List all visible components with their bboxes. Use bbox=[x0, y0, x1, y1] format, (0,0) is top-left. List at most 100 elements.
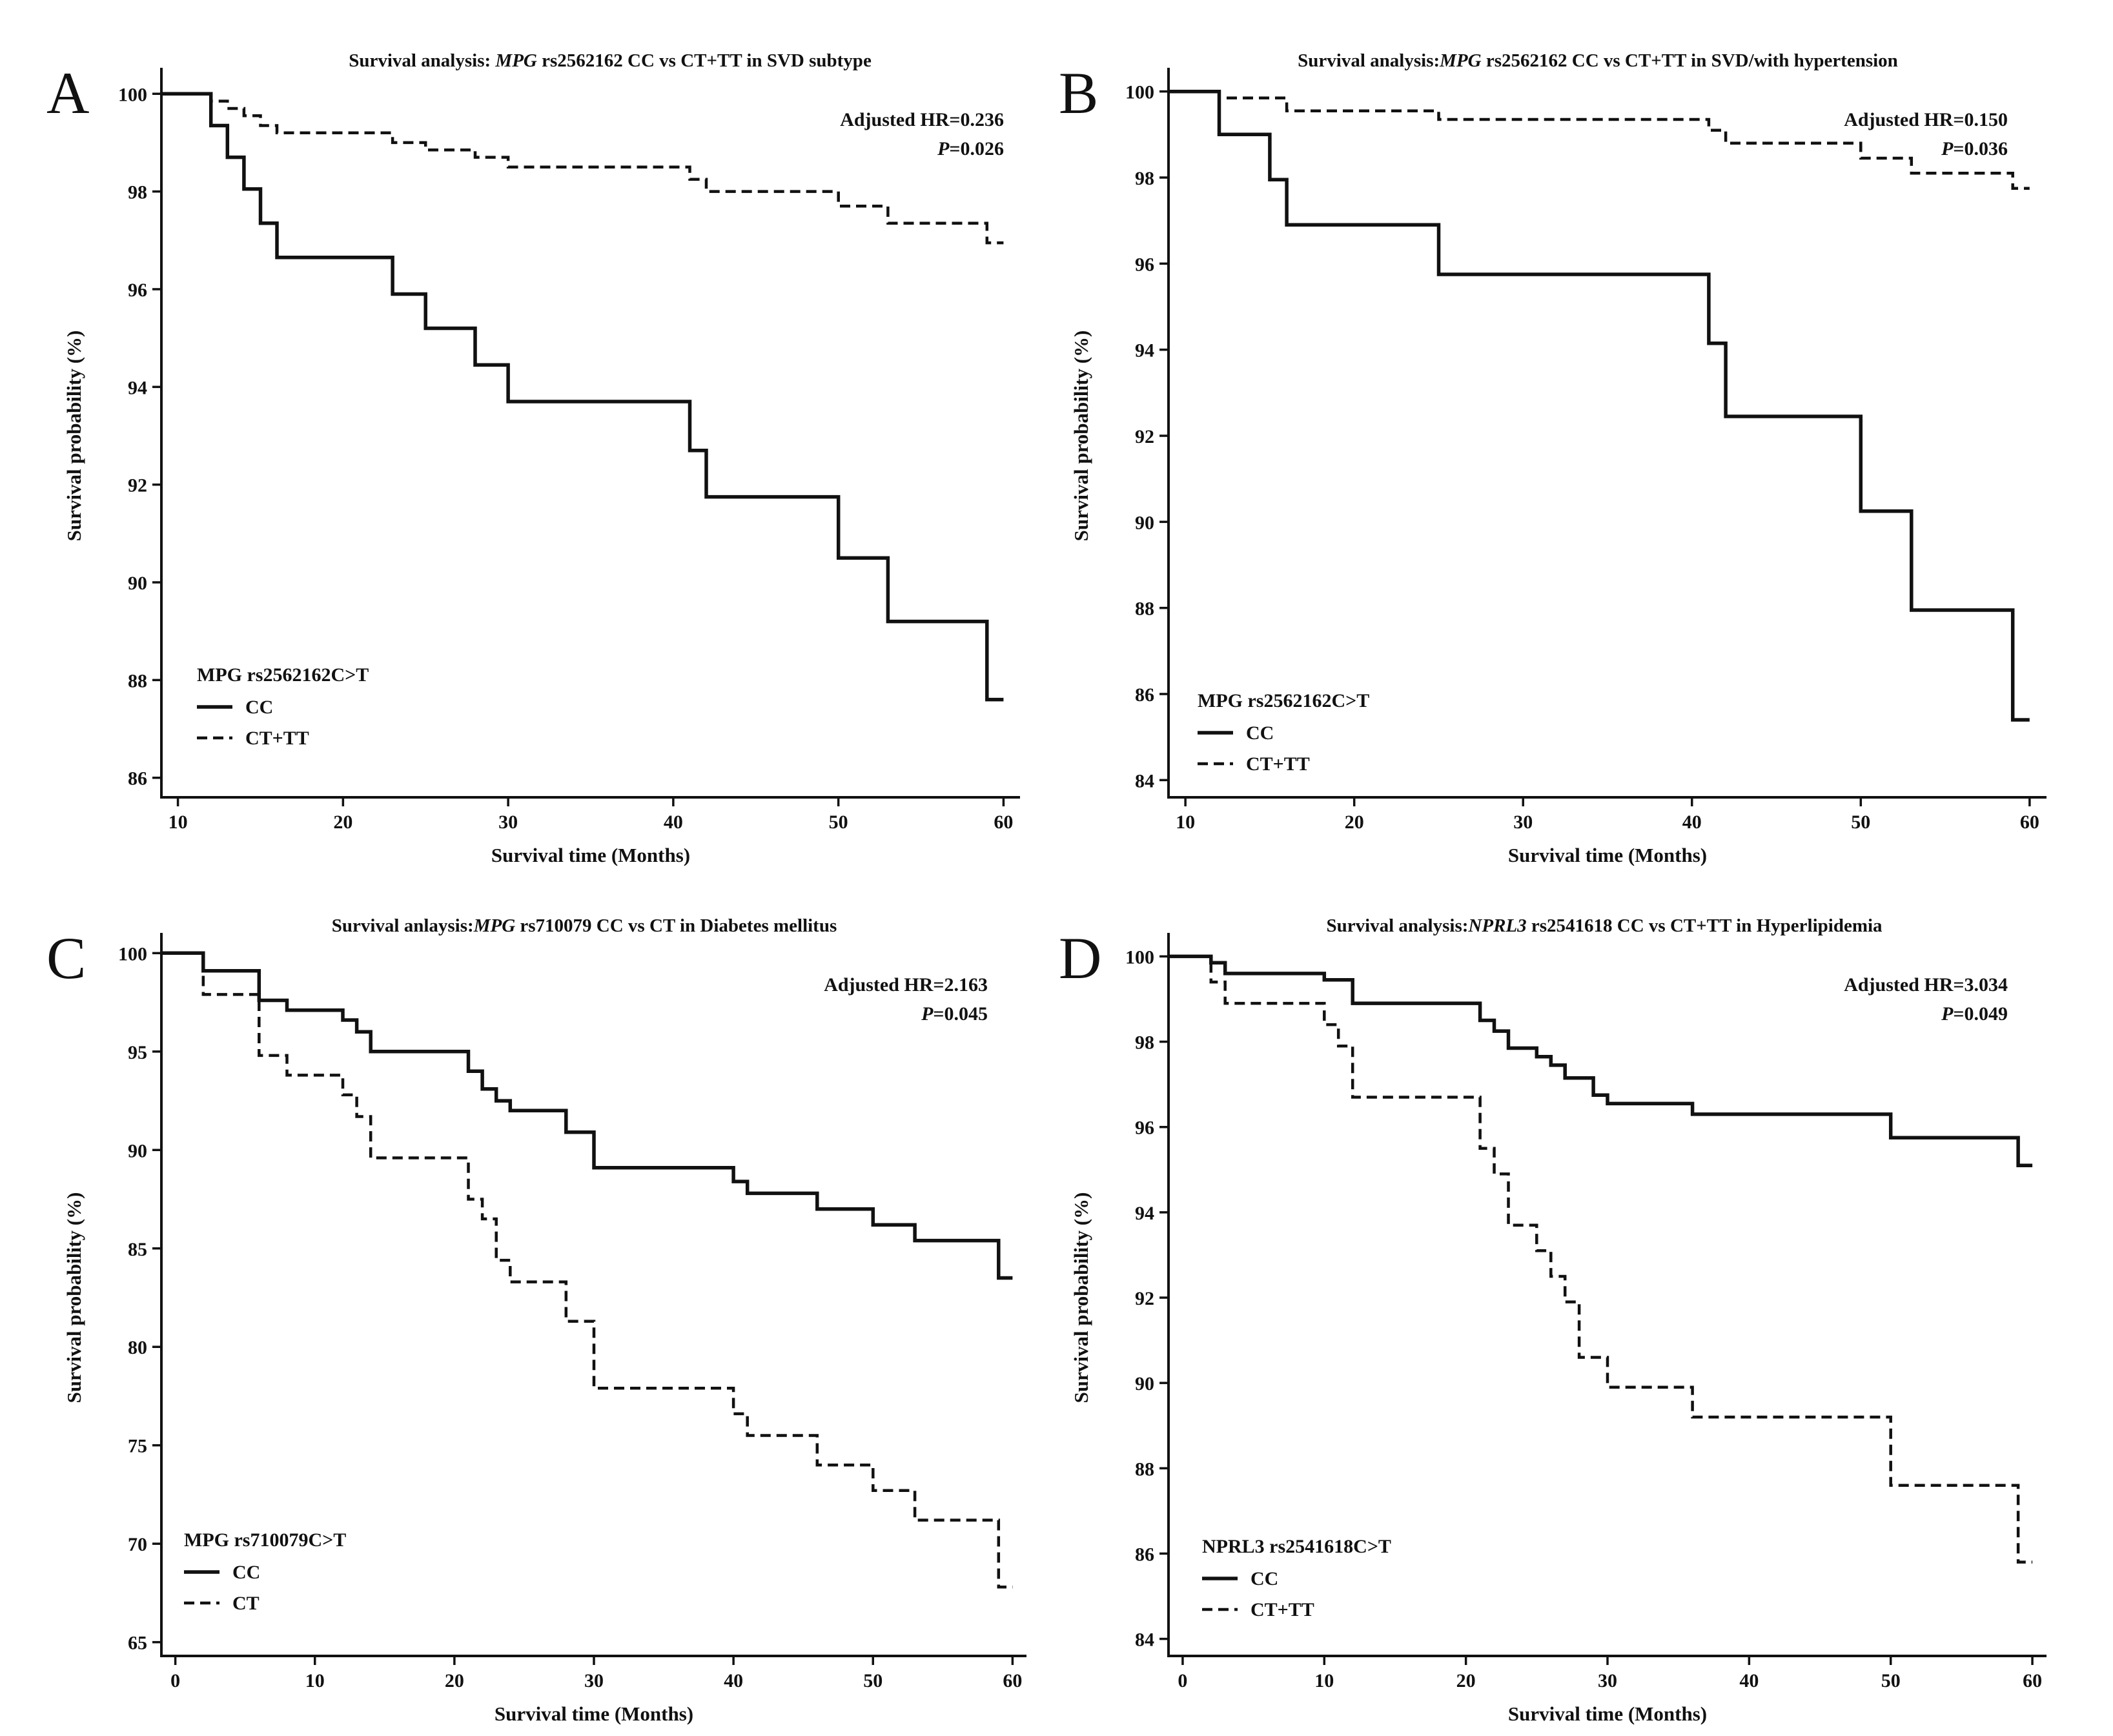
x-tick-label: 40 bbox=[1739, 1670, 1759, 1691]
x-tick-label: 20 bbox=[445, 1670, 464, 1691]
y-tick-label: 100 bbox=[118, 84, 147, 105]
legend-label: CC bbox=[245, 697, 273, 718]
axes bbox=[1167, 933, 2047, 1657]
y-tick-label: 86 bbox=[128, 768, 147, 790]
chart-title: Survival analysis:NPRL3 rs2541618 CC vs … bbox=[1326, 915, 1883, 936]
x-tick-label: 20 bbox=[333, 812, 352, 833]
legend-label: CT+TT bbox=[245, 728, 309, 749]
legend-title: MPG rs710079C>T bbox=[184, 1529, 346, 1551]
x-tick-label: 50 bbox=[1851, 812, 1870, 833]
y-tick-label: 92 bbox=[1135, 1288, 1154, 1309]
x-tick-label: 60 bbox=[1003, 1670, 1022, 1691]
legend-label: CC bbox=[232, 1562, 260, 1583]
adjusted-hr: Adjusted HR=2.163 bbox=[824, 974, 988, 996]
panel-b: B Survival analysis:MPG rs2562162 CC vs C… bbox=[1059, 50, 2047, 866]
series-line-cc bbox=[1169, 89, 2030, 722]
x-tick-label: 60 bbox=[2020, 812, 2039, 833]
adjusted-hr: Adjusted HR=0.236 bbox=[840, 109, 1004, 130]
series-line-cc bbox=[161, 92, 1004, 702]
title-gene: MPG bbox=[1439, 50, 1482, 71]
x-tick-label: 30 bbox=[1598, 1670, 1617, 1691]
x-tick-label: 60 bbox=[2023, 1670, 2042, 1691]
x-tick-label: 50 bbox=[1881, 1670, 1901, 1691]
y-tick-label: 100 bbox=[118, 943, 147, 965]
y-tick-label: 96 bbox=[1135, 254, 1154, 275]
p-symbol: P bbox=[937, 138, 950, 159]
y-tick-label: 84 bbox=[1135, 1629, 1154, 1651]
legend-title: MPG rs2562162C>T bbox=[197, 664, 369, 686]
y-tick-label: 92 bbox=[128, 475, 147, 496]
x-tick-label: 10 bbox=[1176, 812, 1195, 833]
legend-label: CT+TT bbox=[1246, 753, 1310, 775]
y-tick-label: 95 bbox=[128, 1042, 147, 1063]
y-tick-label: 98 bbox=[1135, 1032, 1154, 1054]
x-tick-label: 0 bbox=[1178, 1670, 1187, 1691]
y-tick-label: 94 bbox=[128, 377, 147, 398]
y-tick-label: 85 bbox=[128, 1239, 147, 1260]
legend-label: CT+TT bbox=[1250, 1599, 1314, 1620]
y-axis-label: Survival probability (%) bbox=[63, 1192, 85, 1404]
adjusted-hr: Adjusted HR=3.034 bbox=[1844, 974, 2008, 996]
x-tick-label: 0 bbox=[170, 1670, 180, 1691]
legend-label: CT bbox=[232, 1593, 260, 1614]
axes bbox=[1167, 68, 2047, 799]
legend-title: MPG rs2562162C>T bbox=[1198, 690, 1369, 711]
p-value: P=0.045 bbox=[921, 1003, 988, 1025]
legend: MPG rs2562162C>T CC CT+TT bbox=[1198, 690, 1369, 775]
chart-title: Survival anlaysis:MPG rs710079 CC vs CT … bbox=[332, 915, 837, 936]
p-symbol: P bbox=[921, 1003, 934, 1025]
legend: NPRL3 rs2541618C>T CC CT+TT bbox=[1202, 1536, 1391, 1620]
p-value: P=0.049 bbox=[1941, 1003, 2008, 1025]
y-tick-label: 90 bbox=[128, 1140, 147, 1161]
y-tick-label: 94 bbox=[1135, 1203, 1154, 1224]
y-tick-label: 90 bbox=[1135, 512, 1154, 533]
y-tick-label: 90 bbox=[128, 573, 147, 594]
y-tick-label: 70 bbox=[128, 1534, 147, 1555]
p-number: =0.026 bbox=[949, 138, 1004, 159]
x-axis-label: Survival time (Months) bbox=[495, 1702, 693, 1725]
y-tick-label: 98 bbox=[128, 182, 147, 203]
axes bbox=[160, 933, 1026, 1657]
y-tick-label: 86 bbox=[1135, 1544, 1154, 1565]
y-tick-label: 84 bbox=[1135, 770, 1154, 791]
series-line-cc bbox=[1169, 954, 2033, 1167]
title-part: rs2562162 CC vs CT+TT in SVD subtype bbox=[537, 50, 872, 71]
adjusted-hr: Adjusted HR=0.150 bbox=[1844, 109, 2008, 130]
title-part: Survival analysis: bbox=[1326, 915, 1468, 936]
y-tick-label: 100 bbox=[1125, 946, 1154, 968]
p-symbol: P bbox=[1941, 1003, 1954, 1025]
y-tick-label: 75 bbox=[128, 1436, 147, 1457]
x-tick-label: 20 bbox=[1456, 1670, 1476, 1691]
p-value: P=0.026 bbox=[937, 138, 1004, 159]
x-tick-label: 50 bbox=[863, 1670, 883, 1691]
x-axis-label: Survival time (Months) bbox=[491, 844, 690, 866]
panel-c: C Survival anlaysis:MPG rs710079 CC vs CT… bbox=[46, 915, 1026, 1725]
y-tick-label: 100 bbox=[1125, 82, 1154, 103]
series-line-cc bbox=[161, 951, 1013, 1280]
legend-title: NPRL3 rs2541618C>T bbox=[1202, 1536, 1391, 1557]
y-tick-label: 65 bbox=[128, 1633, 147, 1654]
panel-d: D Survival analysis:NPRL3 rs2541618 CC vs… bbox=[1059, 915, 2047, 1725]
title-part: rs2541618 CC vs CT+TT in Hyperlipidemia bbox=[1527, 915, 1883, 936]
x-tick-label: 10 bbox=[168, 812, 188, 833]
p-symbol: P bbox=[1941, 138, 1954, 159]
y-tick-label: 94 bbox=[1135, 340, 1154, 362]
y-tick-label: 88 bbox=[1135, 598, 1154, 620]
x-axis-label: Survival time (Months) bbox=[1508, 1702, 1707, 1725]
legend-label: CC bbox=[1250, 1568, 1278, 1589]
y-tick-label: 96 bbox=[128, 280, 147, 301]
x-tick-label: 40 bbox=[664, 812, 683, 833]
panel-letter: A bbox=[46, 60, 89, 126]
p-value: P=0.036 bbox=[1941, 138, 2008, 159]
y-tick-label: 90 bbox=[1135, 1373, 1154, 1394]
title-part: Survival analysis: bbox=[1298, 50, 1440, 71]
y-tick-label: 96 bbox=[1135, 1118, 1154, 1139]
title-part: Survival anlaysis: bbox=[332, 915, 474, 936]
y-tick-label: 92 bbox=[1135, 426, 1154, 447]
y-axis-label: Survival probability (%) bbox=[63, 331, 85, 542]
x-tick-label: 40 bbox=[724, 1670, 743, 1691]
x-tick-label: 10 bbox=[1314, 1670, 1334, 1691]
x-tick-label: 30 bbox=[498, 812, 518, 833]
